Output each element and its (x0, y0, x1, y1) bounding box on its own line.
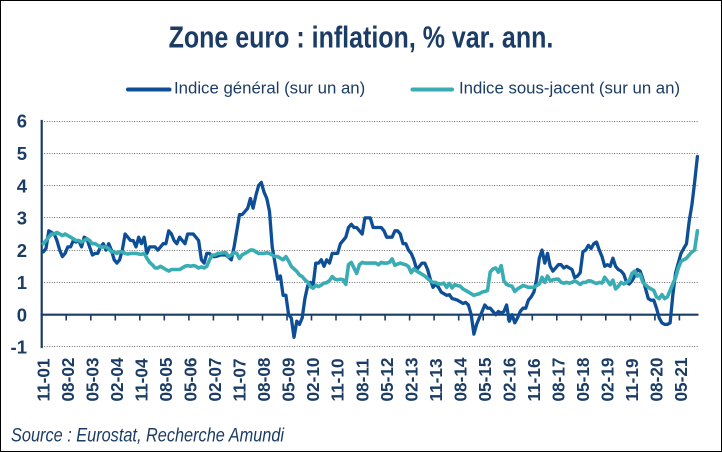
svg-text:2: 2 (17, 240, 27, 261)
svg-text:05-03: 05-03 (83, 358, 103, 402)
svg-text:1: 1 (17, 272, 27, 293)
svg-text:11-13: 11-13 (426, 358, 446, 401)
svg-text:05-21: 05-21 (671, 357, 691, 401)
svg-text:05-09: 05-09 (279, 358, 299, 402)
svg-text:08-20: 08-20 (647, 358, 667, 402)
svg-text:5: 5 (17, 143, 27, 164)
svg-text:08-02: 08-02 (58, 358, 78, 402)
svg-text:Indice général (sur un an): Indice général (sur un an) (174, 79, 365, 98)
svg-text:08-11: 08-11 (352, 358, 372, 401)
svg-text:08-05: 08-05 (156, 357, 176, 401)
svg-text:11-07: 11-07 (230, 358, 250, 401)
svg-text:11-01: 11-01 (33, 358, 53, 401)
svg-text:3: 3 (17, 208, 27, 229)
svg-text:4: 4 (17, 175, 28, 196)
svg-text:02-10: 02-10 (303, 358, 323, 402)
svg-text:Source : Eurostat, Recherche A: Source : Eurostat, Recherche Amundi (11, 424, 285, 446)
svg-text:02-04: 02-04 (107, 357, 127, 401)
svg-text:Indice sous-jacent (sur un an): Indice sous-jacent (sur un an) (459, 79, 680, 98)
svg-text:02-13: 02-13 (401, 358, 421, 402)
svg-text:02-19: 02-19 (598, 358, 618, 402)
svg-text:08-14: 08-14 (450, 357, 470, 401)
svg-text:05-12: 05-12 (377, 358, 397, 402)
svg-text:0: 0 (17, 304, 27, 325)
svg-text:02-07: 02-07 (205, 358, 225, 402)
svg-text:-1: -1 (11, 337, 27, 358)
svg-text:6: 6 (17, 111, 27, 132)
svg-text:05-18: 05-18 (573, 357, 593, 401)
svg-text:05-15: 05-15 (475, 357, 495, 401)
svg-text:08-08: 08-08 (254, 357, 274, 401)
svg-text:Zone euro : inflation, % var.: Zone euro : inflation, % var. ann. (169, 20, 554, 54)
svg-text:08-17: 08-17 (549, 358, 569, 402)
svg-text:11-04: 11-04 (132, 358, 152, 401)
svg-text:02-16: 02-16 (499, 358, 519, 402)
svg-text:11-16: 11-16 (524, 358, 544, 401)
svg-text:11-19: 11-19 (622, 358, 642, 401)
svg-text:11-10: 11-10 (328, 358, 348, 401)
svg-text:05-06: 05-06 (181, 358, 201, 402)
